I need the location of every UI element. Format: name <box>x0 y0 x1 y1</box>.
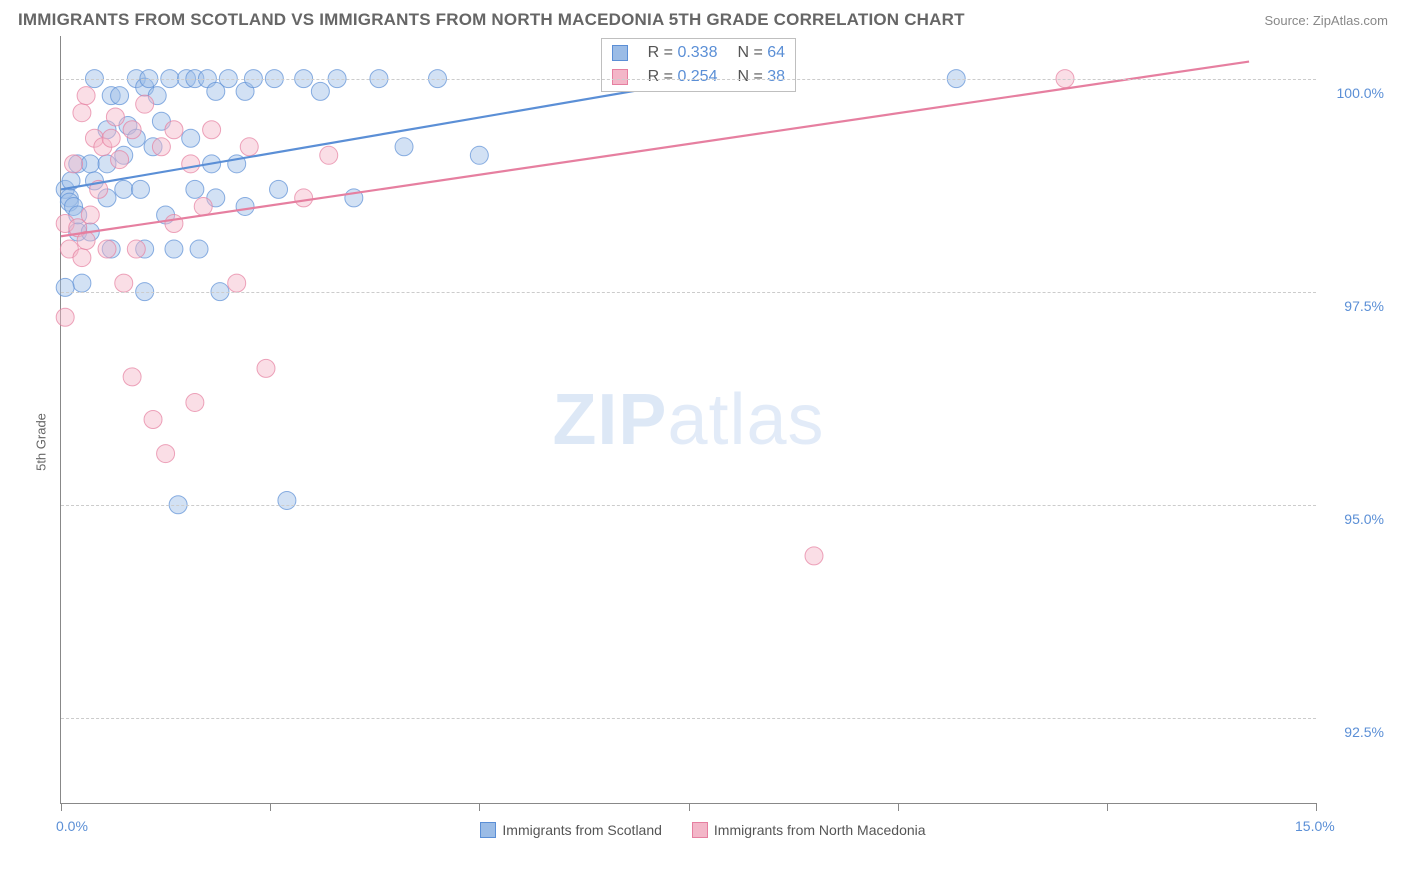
data-point-nmacedonia <box>144 411 162 429</box>
data-point-nmacedonia <box>65 155 83 173</box>
data-point-scotland <box>165 240 183 258</box>
data-point-scotland <box>73 274 91 292</box>
data-point-scotland <box>190 240 208 258</box>
data-point-nmacedonia <box>186 393 204 411</box>
gridline-h <box>61 505 1316 506</box>
data-point-nmacedonia <box>165 121 183 139</box>
data-point-nmacedonia <box>123 368 141 386</box>
data-point-nmacedonia <box>203 121 221 139</box>
legend-R-nmacedonia: 0.254 <box>677 68 717 85</box>
data-point-scotland <box>311 82 329 100</box>
data-point-nmacedonia <box>805 547 823 565</box>
data-point-nmacedonia <box>56 308 74 326</box>
data-point-nmacedonia <box>152 138 170 156</box>
x-tick <box>61 803 62 811</box>
scatter-svg <box>61 36 1316 803</box>
x-tick <box>1316 803 1317 811</box>
correlation-legend-box: R = 0.338 N = 64 R = 0.254 N = 38 <box>601 38 796 92</box>
gridline-h <box>61 718 1316 719</box>
gridline-h <box>61 79 1316 80</box>
source-name: ZipAtlas.com <box>1313 13 1388 28</box>
legend-row-nmacedonia: R = 0.254 N = 38 <box>602 65 795 89</box>
data-point-nmacedonia <box>73 249 91 267</box>
legend-N-prefix: N = <box>737 44 762 61</box>
y-tick-label: 97.5% <box>1344 298 1384 314</box>
legend-label-nmacedonia: Immigrants from North Macedonia <box>714 822 926 838</box>
plot-area: ZIPatlas R = 0.338 N = 64 R = 0.254 N = … <box>60 36 1316 804</box>
data-point-nmacedonia <box>73 104 91 122</box>
data-point-nmacedonia <box>240 138 258 156</box>
data-point-nmacedonia <box>320 146 338 164</box>
data-point-scotland <box>270 180 288 198</box>
source-prefix: Source: <box>1264 13 1312 28</box>
swatch-nmacedonia <box>612 69 628 85</box>
data-point-scotland <box>186 180 204 198</box>
legend-item-nmacedonia: Immigrants from North Macedonia <box>692 822 926 838</box>
data-point-scotland <box>81 155 99 173</box>
data-point-nmacedonia <box>111 151 129 169</box>
x-tick <box>689 803 690 811</box>
data-point-nmacedonia <box>81 206 99 224</box>
data-point-nmacedonia <box>295 189 313 207</box>
y-tick-label: 100.0% <box>1337 85 1384 101</box>
x-tick <box>270 803 271 811</box>
legend-R-prefix: R = <box>648 44 673 61</box>
data-point-nmacedonia <box>106 108 124 126</box>
data-point-scotland <box>56 278 74 296</box>
source-label: Source: ZipAtlas.com <box>1264 13 1388 28</box>
x-tick <box>1107 803 1108 811</box>
legend-R-prefix: R = <box>648 68 673 85</box>
data-point-scotland <box>395 138 413 156</box>
gridline-h <box>61 292 1316 293</box>
legend-N-scotland: 64 <box>767 44 785 61</box>
data-point-nmacedonia <box>228 274 246 292</box>
data-point-nmacedonia <box>123 121 141 139</box>
data-point-nmacedonia <box>257 359 275 377</box>
y-tick-label: 95.0% <box>1344 511 1384 527</box>
data-point-nmacedonia <box>165 214 183 232</box>
legend-bottom: Immigrants from Scotland Immigrants from… <box>18 822 1388 838</box>
swatch-scotland <box>612 45 628 61</box>
data-point-scotland <box>182 129 200 147</box>
y-tick-label: 92.5% <box>1344 724 1384 740</box>
chart-container: 5th Grade ZIPatlas R = 0.338 N = 64 R = … <box>18 36 1388 848</box>
data-point-scotland <box>470 146 488 164</box>
data-point-nmacedonia <box>136 95 154 113</box>
data-point-scotland <box>131 180 149 198</box>
legend-label-scotland: Immigrants from Scotland <box>502 822 662 838</box>
data-point-nmacedonia <box>194 197 212 215</box>
data-point-nmacedonia <box>157 445 175 463</box>
data-point-scotland <box>115 180 133 198</box>
data-point-scotland <box>278 491 296 509</box>
swatch-scotland-bottom <box>480 822 496 838</box>
x-tick-label: 0.0% <box>56 818 88 834</box>
data-point-scotland <box>236 197 254 215</box>
y-axis-label: 5th Grade <box>33 413 48 471</box>
swatch-nmacedonia-bottom <box>692 822 708 838</box>
data-point-nmacedonia <box>102 129 120 147</box>
data-point-nmacedonia <box>115 274 133 292</box>
legend-item-scotland: Immigrants from Scotland <box>480 822 662 838</box>
x-tick <box>898 803 899 811</box>
legend-N-nmacedonia: 38 <box>767 68 785 85</box>
data-point-nmacedonia <box>98 240 116 258</box>
legend-row-scotland: R = 0.338 N = 64 <box>602 41 795 65</box>
data-point-scotland <box>111 87 129 105</box>
x-tick <box>479 803 480 811</box>
legend-R-scotland: 0.338 <box>677 44 717 61</box>
chart-title: IMMIGRANTS FROM SCOTLAND VS IMMIGRANTS F… <box>18 10 965 30</box>
data-point-nmacedonia <box>127 240 145 258</box>
data-point-nmacedonia <box>77 87 95 105</box>
legend-N-prefix: N = <box>737 68 762 85</box>
data-point-nmacedonia <box>182 155 200 173</box>
x-tick-label: 15.0% <box>1295 818 1335 834</box>
